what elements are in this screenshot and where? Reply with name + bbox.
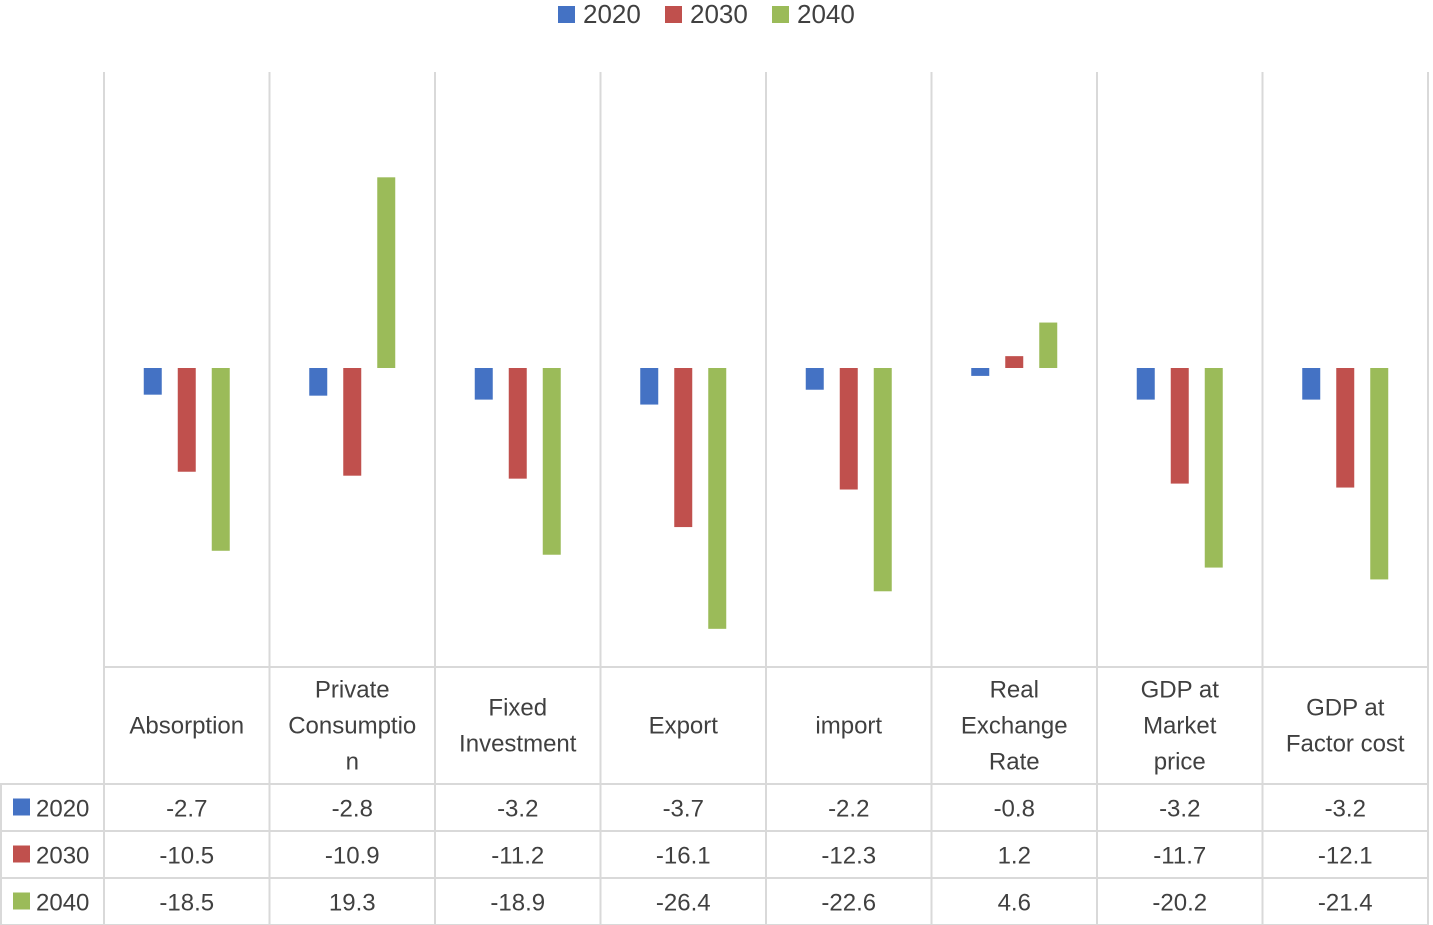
legend: 2020 2030 2040 — [558, 0, 855, 29]
bar-2040-5 — [1039, 322, 1058, 368]
table-cell: -3.7 — [663, 796, 704, 823]
category-label: n — [346, 749, 359, 776]
table-cell: -11.2 — [491, 843, 544, 870]
bar-2030-1 — [343, 368, 362, 476]
table-cell: -12.3 — [821, 843, 876, 870]
category-separators — [103, 72, 1429, 925]
category-label: Private — [315, 677, 390, 704]
table-cell: -16.1 — [656, 843, 711, 870]
category-label: price — [1154, 749, 1206, 776]
table-cell: -10.9 — [325, 843, 380, 870]
bar-2040-6 — [1204, 368, 1223, 568]
bar-2040-2 — [542, 368, 561, 555]
table-cell: -18.5 — [159, 890, 214, 917]
bar-2030-3 — [674, 368, 693, 528]
table-cell: -22.6 — [821, 890, 876, 917]
bar-2020-0 — [143, 368, 162, 395]
bar-2030-7 — [1336, 368, 1355, 488]
category-label: import — [815, 713, 882, 740]
table-cell: 1.2 — [998, 843, 1031, 870]
bar-2030-5 — [1005, 356, 1024, 368]
table-cell: -10.5 — [159, 843, 214, 870]
table-cell: -2.7 — [166, 796, 207, 823]
bar-2020-3 — [640, 368, 659, 405]
bar-2030-4 — [839, 368, 858, 490]
bar-2020-6 — [1136, 368, 1155, 400]
table-cell: -11.7 — [1153, 843, 1206, 870]
bar-2030-2 — [508, 368, 527, 479]
category-label: Consumptio — [288, 713, 416, 740]
bar-2030-0 — [177, 368, 196, 472]
bar-2020-5 — [971, 368, 990, 376]
bar-2030-6 — [1170, 368, 1189, 484]
bar-2040-1 — [377, 177, 396, 368]
bar-2040-3 — [708, 368, 727, 629]
bar-2020-1 — [309, 368, 328, 396]
legend-label: 2030 — [690, 0, 748, 29]
legend-key-2030 — [665, 6, 682, 23]
category-label: Absorption — [129, 713, 244, 740]
table-legend-key-2020 — [13, 798, 30, 816]
category-label: GDP at — [1141, 677, 1220, 704]
table-cell: -2.2 — [828, 796, 869, 823]
table-cell: -3.2 — [497, 796, 538, 823]
table-row-label: 2020 — [36, 796, 89, 823]
category-label: Export — [649, 713, 719, 740]
table-legend-key-2040 — [13, 892, 30, 910]
legend-label: 2020 — [583, 0, 641, 29]
table-cell: 19.3 — [329, 890, 376, 917]
category-label: Rate — [989, 749, 1040, 776]
table-cell: -20.2 — [1152, 890, 1207, 917]
category-label: Fixed — [488, 695, 547, 722]
table-row-label: 2040 — [36, 890, 89, 917]
bar-2020-4 — [805, 368, 824, 390]
table-row-label: 2030 — [36, 843, 89, 870]
bars — [143, 177, 1389, 629]
legend-key-2020 — [558, 6, 575, 23]
legend-key-2040 — [772, 6, 789, 23]
table-cell: -0.8 — [994, 796, 1035, 823]
category-label: GDP at — [1306, 695, 1385, 722]
table-cell: -3.2 — [1159, 796, 1200, 823]
table-cell: -3.2 — [1325, 796, 1366, 823]
table-legend-key-2030 — [13, 845, 30, 863]
category-label: Market — [1143, 713, 1217, 740]
table-cell: -18.9 — [490, 890, 545, 917]
table-cell: -12.1 — [1318, 843, 1373, 870]
table-cell: -26.4 — [656, 890, 711, 917]
bar-2020-7 — [1302, 368, 1321, 400]
data-table: Absorption Private Consumptio n Fixed Investm… — [0, 666, 1428, 925]
table-cell: -2.8 — [332, 796, 373, 823]
bar-2040-0 — [211, 368, 230, 551]
bar-2020-2 — [474, 368, 493, 400]
category-label: Investment — [459, 731, 577, 758]
table-cell: 4.6 — [998, 890, 1031, 917]
category-label: Factor cost — [1286, 731, 1405, 758]
legend-label: 2040 — [797, 0, 855, 29]
bar-2040-7 — [1370, 368, 1389, 580]
category-label: Real — [990, 677, 1039, 704]
category-label: Exchange — [961, 713, 1068, 740]
table-cell: -21.4 — [1318, 890, 1373, 917]
bar-2040-4 — [873, 368, 892, 592]
